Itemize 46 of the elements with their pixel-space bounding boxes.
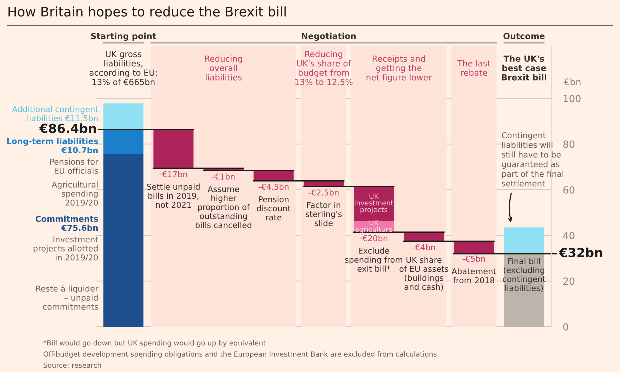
- data-label: -€1bn: [212, 174, 235, 180]
- bar: [454, 242, 494, 254]
- data-label: -€4.5bn: [258, 184, 289, 190]
- text: Starting point: [91, 32, 156, 42]
- annotation: Reste à liquider – unpaid commitments: [36, 285, 99, 310]
- annotation: Additional contingent liabilities €11.5bn: [12, 106, 98, 122]
- band-label: The last rebate: [458, 60, 491, 76]
- annotation: Commitments €75.6bn: [36, 216, 98, 232]
- y-tick-label: 0: [564, 323, 568, 331]
- annotation: Pensions for EU officials: [50, 158, 99, 174]
- y-tick-label: 100: [564, 95, 581, 102]
- bar: [104, 154, 144, 327]
- bar: [104, 104, 144, 130]
- x-tick-label: Final bill (excluding contingent liabilities): [503, 258, 546, 292]
- annotation: Investment projects allotted in 2019/20: [34, 236, 98, 262]
- chart-title: How Britain hopes to reduce the Brexit bill: [8, 6, 286, 20]
- data-label: -€17bn: [160, 171, 188, 178]
- data-label: -€4bn: [412, 244, 436, 251]
- y-tick-label: 20: [564, 278, 575, 286]
- text: Negotiation: [302, 32, 356, 42]
- band-label: Receipts and getting the net figure lower: [366, 56, 432, 82]
- bar: [504, 254, 544, 327]
- x-tick-label: Settle unpaid bills in 2019, not 2021: [147, 184, 200, 208]
- band-label: Reducing overall liabilities: [205, 56, 242, 81]
- annotation: Agricultural spending 2019/20: [52, 182, 98, 207]
- annotation: UK gross liabilities, according to EU: 13% of €665bn: [90, 51, 157, 86]
- y-tick-label: 40: [563, 232, 575, 240]
- bar: [104, 130, 144, 154]
- data-label: -€20bn: [360, 235, 388, 242]
- data-label: -€5bn: [462, 256, 486, 262]
- text: Outcome: [504, 33, 545, 40]
- bar: [504, 228, 544, 254]
- y-tick-label: 60: [564, 186, 575, 194]
- x-tick-label: Abatement from 2018: [452, 268, 496, 284]
- annotation: The UK's best case Brexit bill: [502, 56, 546, 81]
- ref-line-label: €32bn: [559, 248, 602, 258]
- y-tick-label: 80: [564, 140, 575, 148]
- ref-line-label: €86.4bn: [39, 124, 96, 134]
- annotation: Contingent liabilities will still have to be guaranteed as part of the final settlement: [502, 132, 564, 187]
- annotation: Long-term liabilities €10.7bn: [7, 138, 98, 154]
- y-axis-title: €bn: [564, 78, 581, 86]
- x-tick-label: Pension discount rate: [257, 196, 291, 221]
- bar: [154, 130, 194, 169]
- data-label: -€2.5bn: [308, 190, 339, 196]
- band-label: Reducing UK's share of budget from 13% to 12.5%: [296, 50, 353, 86]
- x-tick-label: Factor in sterling's slide: [306, 202, 342, 226]
